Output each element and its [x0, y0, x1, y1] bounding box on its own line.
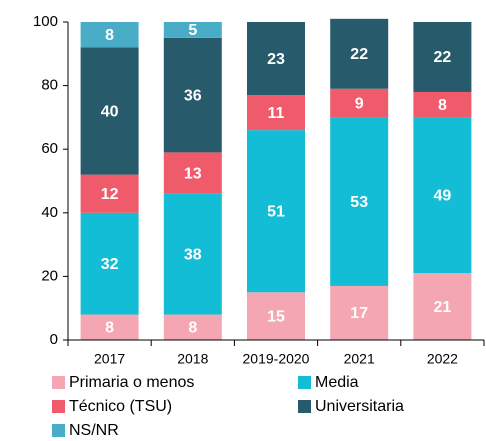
bar-segment	[163, 314, 222, 340]
bar-segment	[247, 22, 305, 96]
legend-swatch	[298, 400, 311, 413]
data-label: 11	[268, 105, 285, 122]
bar-segment	[247, 292, 305, 340]
data-label: 15	[267, 308, 285, 325]
bar-segment	[80, 22, 139, 48]
data-label: 51	[267, 203, 285, 220]
data-label: 12	[101, 186, 119, 203]
data-label: 40	[101, 103, 119, 120]
y-tick-label: 80	[41, 77, 58, 94]
x-tick-label: 2021	[344, 351, 375, 367]
data-label: 22	[350, 46, 368, 63]
legend-label: NS/NR	[69, 422, 119, 439]
bar-segment	[163, 37, 222, 153]
legend-label: Universitaria	[315, 398, 404, 415]
x-tick-label: 2018	[177, 351, 208, 367]
bar-segment	[413, 117, 472, 274]
y-tick-label: 40	[41, 204, 58, 221]
legend-label: Media	[315, 374, 359, 391]
y-tick-label: 60	[41, 140, 58, 157]
data-label: 32	[101, 256, 119, 273]
legend-label: Primaria o menos	[69, 374, 194, 391]
bar-segment	[413, 273, 472, 340]
data-label: 53	[350, 194, 368, 211]
data-label: 8	[438, 97, 447, 114]
data-label: 49	[434, 188, 452, 205]
x-tick-label: 2019-2020	[243, 351, 310, 367]
bar-segment	[247, 130, 305, 293]
bar-segment	[163, 152, 222, 194]
legend-swatch	[52, 424, 65, 437]
data-label: 17	[350, 305, 368, 322]
legend-swatch	[298, 376, 311, 389]
bar-segment	[80, 174, 139, 213]
bar-segment	[413, 22, 472, 92]
x-tick-label: 2017	[94, 351, 125, 367]
bar-segment	[80, 314, 139, 340]
data-label: 38	[184, 246, 202, 263]
y-tick-label: 0	[50, 331, 58, 348]
bar-segment	[330, 88, 389, 118]
bar-segment	[163, 193, 222, 315]
data-label: 13	[184, 165, 202, 182]
data-label: 21	[434, 299, 452, 316]
data-label: 9	[355, 95, 364, 112]
data-label: 23	[267, 51, 285, 68]
bar-segment	[247, 95, 305, 131]
y-tick-label: 100	[33, 13, 58, 30]
bar-segment	[413, 91, 472, 118]
legend-swatch	[52, 376, 65, 389]
bar-segment	[330, 117, 389, 286]
data-label: 8	[105, 319, 114, 336]
data-label: 36	[184, 87, 202, 104]
bar-segment	[330, 18, 389, 89]
y-tick-label: 20	[41, 267, 58, 284]
data-label: 22	[434, 49, 452, 66]
legend-swatch	[52, 400, 65, 413]
data-label: 8	[105, 27, 114, 44]
x-tick-label: 2022	[427, 351, 458, 367]
data-label: 5	[188, 22, 197, 39]
legend-label: Técnico (TSU)	[69, 398, 172, 415]
data-label: 8	[188, 319, 197, 336]
bar-segment	[80, 47, 139, 175]
bar-segment	[80, 212, 139, 315]
bar-segment	[330, 285, 389, 340]
bar-segment	[163, 22, 222, 38]
